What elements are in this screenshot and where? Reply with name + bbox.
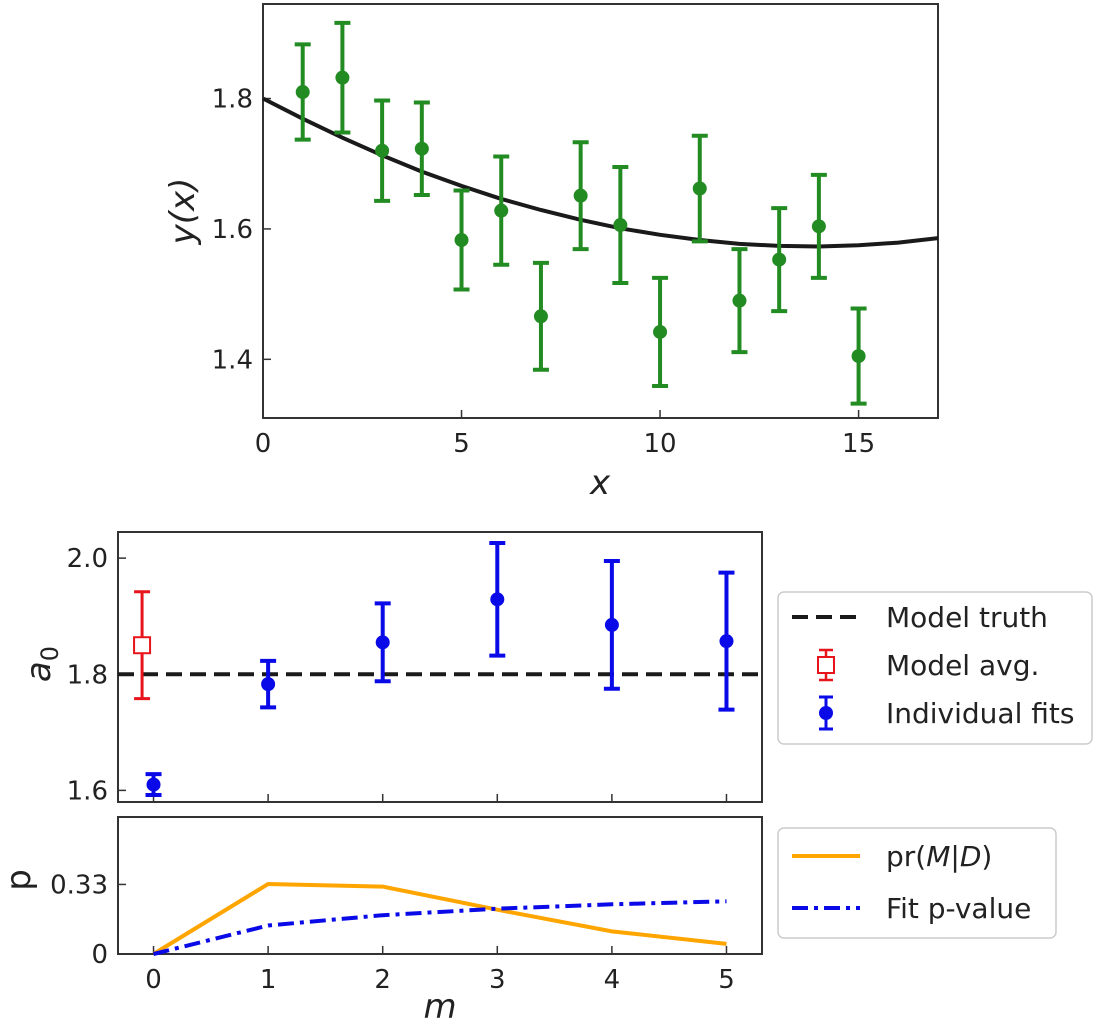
plot-frame (262, 3, 939, 419)
legend-individual-fits-label: Individual fits (886, 697, 1074, 730)
fit-pvalue-line (153, 899, 727, 956)
y-tick-label: 0.33 (50, 870, 108, 900)
data-point-marker (653, 324, 668, 339)
y-axis-label: p (0, 869, 39, 891)
y-tick-label: 1.8 (212, 85, 253, 115)
legends: Model truth Model avg. Individual fits pr(M… (777, 591, 1093, 939)
y-tick-label: 2.0 (67, 544, 108, 574)
x-tick-label: 3 (489, 965, 506, 995)
x-axis-label: m (423, 987, 456, 1027)
individual-fit-marker (261, 677, 276, 692)
plot-frame (117, 816, 763, 955)
data-point-marker (533, 309, 548, 324)
individual-fit-marker (604, 617, 619, 632)
individual-fit-marker (719, 634, 734, 649)
y-tick-label: 1.4 (212, 345, 253, 375)
data-point-marker (573, 188, 588, 203)
data-point-marker (414, 141, 429, 156)
legend-upper-box (777, 591, 1093, 745)
data-point-marker (613, 218, 628, 233)
y-tick-label: 1.8 (67, 660, 108, 690)
y-axis-label: a0 (19, 646, 64, 682)
legend-model-avg-marker (817, 656, 835, 674)
data-point-marker (454, 233, 469, 248)
data-point-marker (732, 293, 747, 308)
legend-posterior-label: pr(M|D) (886, 840, 992, 873)
middle-panel: 1.6 1.8 2.0 a0 (19, 531, 763, 806)
data-point-marker (692, 181, 707, 196)
x-tick-label: 5 (718, 965, 735, 995)
data-point-marker (811, 219, 826, 234)
legend-individual-fits-marker (819, 706, 833, 720)
posterior-line (152, 881, 727, 956)
x-tick-label: 15 (842, 429, 875, 459)
x-tick-label: 0 (255, 429, 272, 459)
x-tick-label: 1 (260, 965, 277, 995)
x-tick-label: 0 (145, 965, 162, 995)
top-panel: 0 5 10 15 1.4 1.6 1.8 x y(x) (163, 3, 939, 503)
data-point-marker (494, 203, 509, 218)
y-tick-label: 0 (91, 940, 108, 970)
data-point-marker (851, 349, 866, 364)
legend-model-avg-label: Model avg. (886, 649, 1039, 682)
x-tick-label: 5 (453, 429, 470, 459)
data-point-marker (772, 252, 787, 267)
legend-model-truth-label: Model truth (886, 601, 1048, 634)
model-avg-marker (133, 636, 152, 655)
model-curve (262, 96, 939, 249)
y-tick-label: 1.6 (212, 215, 253, 245)
x-axis-label: x (589, 463, 611, 503)
x-tick-label: 2 (374, 965, 391, 995)
x-tick-label: 10 (644, 429, 677, 459)
individual-fit-marker (146, 777, 161, 792)
individual-fit-marker (490, 592, 505, 607)
y-axis-label: y(x) (163, 178, 203, 246)
individual-fit-marker (375, 635, 390, 650)
x-tick-label: 4 (604, 965, 621, 995)
data-point-marker (335, 70, 350, 85)
bottom-panel: 0 1 2 3 4 5 0 0.33 m p (0, 816, 763, 1027)
data-point-marker (295, 85, 310, 100)
legend-fit-pvalue-label: Fit p-value (886, 892, 1031, 925)
data-point-marker (375, 143, 390, 158)
y-tick-label: 1.6 (67, 776, 108, 806)
plot-frame (117, 531, 763, 803)
